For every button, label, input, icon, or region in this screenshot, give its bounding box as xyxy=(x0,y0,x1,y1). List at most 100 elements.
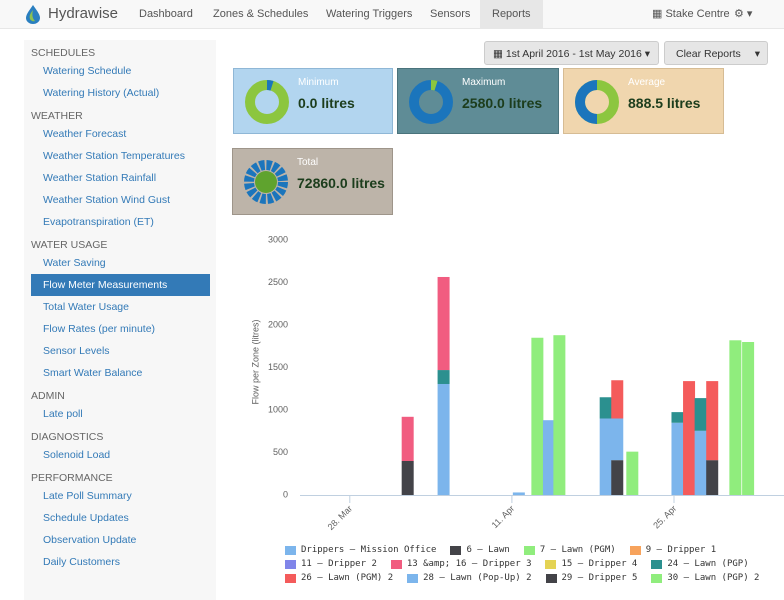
nav-item[interactable]: Sensors xyxy=(430,8,471,20)
clear-reports: Clear Reports xyxy=(676,48,741,60)
y-tick-label: 0 xyxy=(283,489,288,499)
clear-reports-button[interactable]: Clear Reports ▾ xyxy=(664,41,768,65)
nav-link[interactable]: Sensor Levels xyxy=(43,345,110,357)
logo xyxy=(26,5,40,24)
legend-item[interactable]: 6 – Lawn xyxy=(450,544,510,556)
nav-link[interactable]: Flow Meter Measurements xyxy=(31,274,210,296)
section-title: SCHEDULES xyxy=(31,47,96,59)
legend-label: 7 – Lawn (PGM) xyxy=(539,545,616,555)
nav-link[interactable]: Evapotranspiration (ET) xyxy=(43,216,154,228)
legend-label: 26 – Lawn (PGM) 2 xyxy=(301,573,394,583)
legend-item[interactable]: 11 – Dripper 2 xyxy=(285,558,377,570)
y-tick-label: 3000 xyxy=(268,234,288,244)
legend-item[interactable]: 9 – Dripper 1 xyxy=(629,544,716,556)
bar-segment xyxy=(706,381,719,461)
section-title: WATER USAGE xyxy=(31,239,108,251)
nav-link[interactable]: Late poll xyxy=(43,408,83,420)
donut-icon xyxy=(244,160,288,204)
legend-swatch xyxy=(545,573,557,583)
y-tick-label: 1000 xyxy=(268,404,288,414)
nav-link[interactable]: Weather Station Temperatures xyxy=(43,150,186,162)
legend-item[interactable]: 26 – Lawn (PGM) 2 xyxy=(285,572,393,584)
nav-item[interactable]: Dashboard xyxy=(139,8,193,20)
card-title: Total xyxy=(297,157,319,168)
y-tick-label: 2000 xyxy=(268,319,288,329)
legend: Drippers – Mission Office 6 – Lawn 7 – Law… xyxy=(285,544,780,584)
bar-segment xyxy=(742,342,755,495)
nav-link[interactable]: Daily Customers xyxy=(43,556,121,568)
bar-segment xyxy=(683,381,696,495)
brand[interactable]: Hydrawise xyxy=(48,5,119,22)
nav-item[interactable]: Watering Triggers xyxy=(326,8,413,20)
legend-item[interactable]: 24 – Lawn (PGP) xyxy=(651,558,749,570)
legend-swatch xyxy=(285,559,296,569)
legend-label: Drippers – Mission Office xyxy=(301,545,437,555)
card-maximum: Maximum 2580.0 litres xyxy=(397,68,559,134)
legend-item[interactable]: 7 – Lawn (PGM) xyxy=(523,544,616,556)
legend-item[interactable]: 30 – Lawn (PGP) 2 xyxy=(651,572,759,584)
y-tick-label: 1500 xyxy=(268,362,288,372)
nav-link[interactable]: Observation Update xyxy=(43,534,137,546)
nav-link[interactable]: Watering Schedule xyxy=(43,65,132,77)
bar-segment xyxy=(599,418,612,495)
legend-label: 6 – Lawn xyxy=(466,545,510,555)
bar-segment xyxy=(706,460,719,495)
bar-segment xyxy=(437,276,450,371)
card-minimum: Minimum 0.0 litres xyxy=(233,68,393,134)
bar-segment xyxy=(611,460,624,495)
legend-item[interactable]: 13 &amp; 16 – Dripper 3 xyxy=(390,558,531,570)
legend-item[interactable]: 29 – Dripper 5 xyxy=(545,572,637,584)
donut-icon xyxy=(409,80,453,124)
nav-link[interactable]: Late Poll Summary xyxy=(43,490,132,502)
y-tick-label: 2500 xyxy=(268,277,288,287)
card-total: Total 72860.0 litres xyxy=(232,148,393,215)
navbar: Hydrawise ▦ Stake Centre ⚙ ▾ Dashboard Zo… xyxy=(0,0,784,29)
sidebar: SCHEDULES Watering Schedule Watering Histo… xyxy=(24,40,216,600)
legend-label: 15 – Dripper 4 xyxy=(561,559,638,569)
bar-segment xyxy=(694,398,707,431)
nav-link[interactable]: Weather Station Wind Gust xyxy=(43,194,171,206)
bar-segment xyxy=(694,430,707,495)
bar-segment xyxy=(729,340,742,495)
nav-link[interactable]: Solenoid Load xyxy=(43,449,111,461)
legend-item[interactable]: 28 – Lawn (Pop-Up) 2 xyxy=(407,572,532,584)
legend-swatch xyxy=(285,573,296,583)
date-range-button[interactable]: ▦ 1st April 2016 - 1st May 2016 ▾ xyxy=(484,41,659,65)
section-title: PERFORMANCE xyxy=(31,472,113,484)
nav-link[interactable]: Weather Station Rainfall xyxy=(43,172,157,184)
section-title: ADMIN xyxy=(31,390,65,402)
x-tick-label: 11. Apr xyxy=(490,503,517,530)
legend-label: 30 – Lawn (PGP) 2 xyxy=(667,573,760,583)
y-tick-label: 500 xyxy=(273,447,288,457)
nav-link[interactable]: Flow Rates (per minute) xyxy=(43,323,156,335)
nav-link[interactable]: Water Saving xyxy=(43,257,106,269)
nav-link[interactable]: Weather Forecast xyxy=(43,128,127,140)
bar-segment xyxy=(512,492,525,495)
legend-item[interactable]: Drippers – Mission Office xyxy=(285,544,436,556)
nav-link[interactable]: Smart Water Balance xyxy=(43,367,143,379)
x-tick-label: 25. Apr xyxy=(651,503,678,530)
bar-segment xyxy=(553,335,566,495)
card-value: 0.0 litres xyxy=(298,95,355,111)
nav-link[interactable]: Watering History (Actual) xyxy=(43,87,160,99)
bar-segment xyxy=(401,461,414,495)
donut-icon xyxy=(575,80,619,124)
bar-segment xyxy=(542,420,555,495)
nav-item[interactable]: Zones & Schedules xyxy=(213,8,309,20)
legend-swatch xyxy=(450,545,462,555)
x-tick-label: 28. Mar xyxy=(326,503,355,532)
nav-link[interactable]: Total Water Usage xyxy=(43,301,129,313)
legend-swatch xyxy=(407,573,419,583)
bar-segment xyxy=(626,451,639,495)
bar-segment xyxy=(401,416,414,461)
legend-swatch xyxy=(390,559,402,569)
nav-link[interactable]: Schedule Updates xyxy=(43,512,129,524)
legend-item[interactable]: 15 – Dripper 4 xyxy=(545,558,637,570)
nav-item[interactable]: Reports xyxy=(480,0,543,28)
legend-swatch xyxy=(651,573,663,583)
card-average: Average 888.5 litres xyxy=(563,68,724,134)
account-menu[interactable]: ▦ Stake Centre xyxy=(652,8,730,20)
bar-segment xyxy=(671,422,684,495)
settings-menu[interactable]: ⚙ ▾ xyxy=(734,8,753,20)
